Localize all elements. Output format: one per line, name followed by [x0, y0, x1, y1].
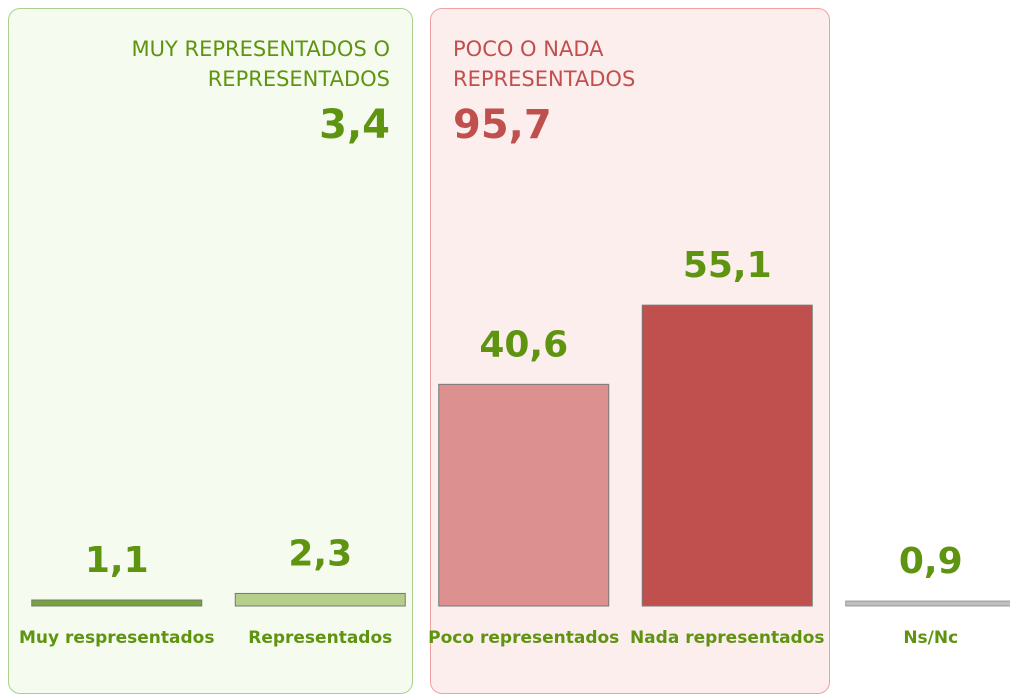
category-label: Poco representados: [428, 628, 620, 648]
group-label: MUY REPRESENTADOS O REPRESENTADOS: [131, 37, 390, 91]
value-label: 0,9: [899, 541, 963, 582]
bar: [641, 304, 813, 607]
category-label: Ns/Nc: [903, 628, 959, 648]
category-label: Representados: [248, 628, 393, 648]
group-value: 95,7: [453, 102, 552, 148]
value-label: 1,1: [85, 540, 149, 581]
group-box: [8, 8, 413, 694]
value-label: 40,6: [479, 324, 568, 365]
bar: [438, 383, 610, 607]
value-label: 2,3: [288, 533, 352, 574]
group-value: 3,4: [319, 102, 390, 148]
category-label: Muy respresentados: [19, 628, 215, 648]
group-label: POCO O NADA REPRESENTADOS: [453, 37, 636, 91]
category-label: Nada representados: [629, 628, 825, 648]
value-label: 55,1: [683, 245, 772, 286]
bar: [31, 599, 203, 607]
bar: [234, 592, 406, 607]
bar: [845, 600, 1010, 607]
